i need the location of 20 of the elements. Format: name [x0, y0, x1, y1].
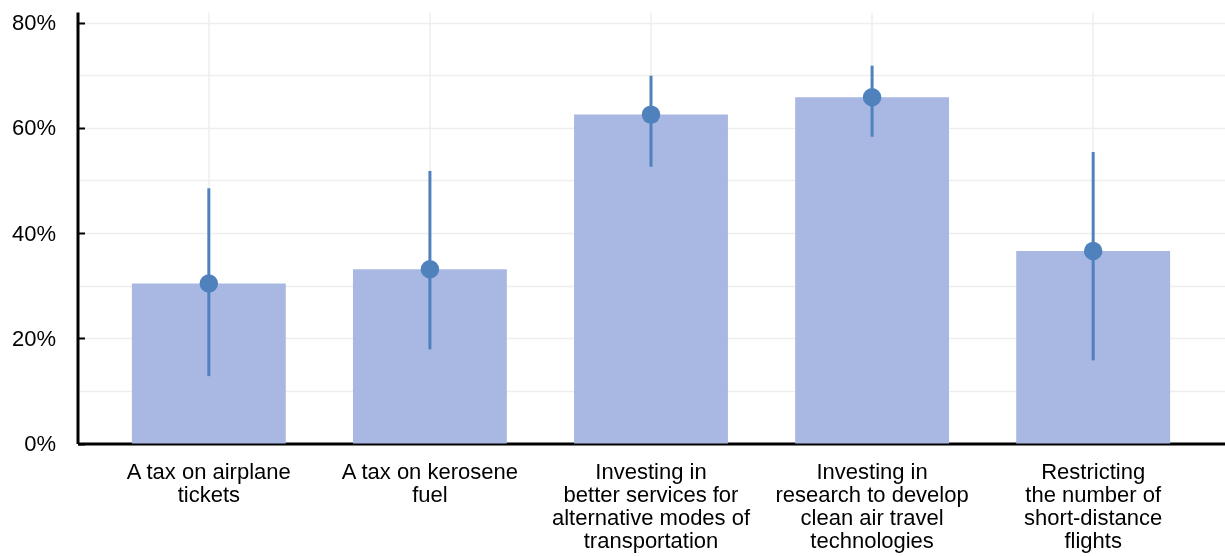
bar: [131, 283, 286, 444]
y-tick-label: 40%: [11, 220, 56, 246]
y-tick-label: 20%: [11, 325, 56, 351]
point: [862, 88, 882, 107]
y-tick-label: 60%: [11, 115, 56, 141]
y-tick-label: 0%: [24, 431, 56, 456]
y-tick-label: 80%: [11, 10, 56, 36]
x-tick-label: Restricting the number of short-distance flights: [1024, 459, 1163, 553]
x-tick-label: Investing in better services for alternative modes of transportation: [551, 459, 751, 553]
x-tick-label: A tax on airplane tickets: [126, 459, 291, 507]
point: [1083, 241, 1103, 261]
point: [420, 260, 440, 279]
x-tick-label: Investing in research to develop clean air travel technologies: [775, 459, 969, 553]
bar: [352, 269, 507, 444]
x-tick-label: A tax on kerosene fuel: [341, 459, 518, 507]
bar: [1016, 250, 1171, 444]
bar: [574, 114, 728, 444]
bar: [795, 97, 950, 444]
point: [199, 274, 219, 293]
point: [641, 105, 661, 124]
